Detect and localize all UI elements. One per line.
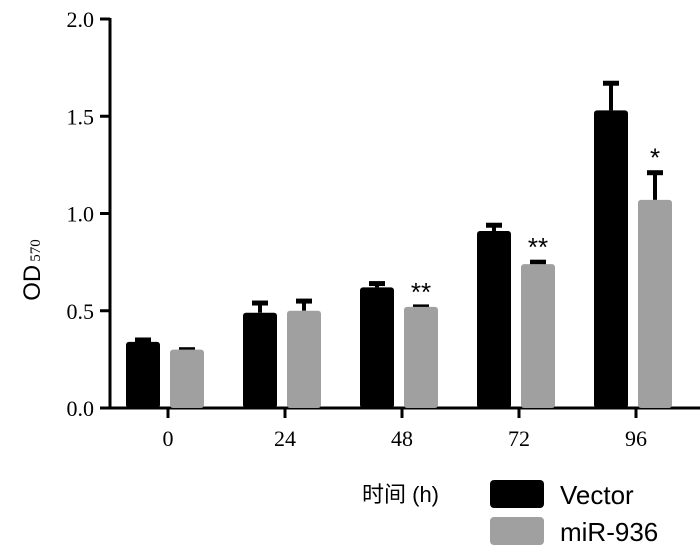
x-axis-label: 时间 (h)	[362, 482, 439, 507]
bar-mir-936-72	[521, 264, 555, 408]
x-tick-label: 72	[508, 426, 530, 451]
significance-marker: **	[528, 232, 548, 262]
x-tick-label: 0	[163, 426, 174, 451]
bar-vector-24	[243, 312, 277, 408]
legend: Vector miR-936	[490, 480, 658, 545]
y-tick-label: 0.5	[67, 299, 95, 324]
y-tick-label: 1.0	[67, 202, 95, 227]
bar-vector-72	[477, 231, 511, 408]
x-tick-label: 96	[625, 426, 647, 451]
y-tick-label: 2.0	[67, 7, 95, 32]
bar-mir-936-24	[287, 310, 321, 408]
bar-mir-936-0	[170, 349, 204, 408]
x-tick-label: 48	[391, 426, 413, 451]
significance-marker: *	[650, 143, 660, 173]
legend-swatch	[490, 517, 544, 545]
x-tick-label: 24	[274, 426, 296, 451]
legend-label: miR-936	[560, 517, 658, 545]
bar-mir-936-96	[638, 199, 672, 408]
y-tick-label: 1.5	[67, 104, 95, 129]
y-axis-label: OD570	[19, 239, 46, 301]
y-tick-label: 0.0	[67, 396, 95, 421]
legend-label: Vector	[560, 480, 634, 510]
legend-swatch	[490, 480, 544, 508]
bar-mir-936-48	[404, 306, 438, 408]
bar-vector-48	[360, 287, 394, 408]
bar-vector-96	[594, 110, 628, 408]
bar-vector-0	[126, 341, 160, 408]
significance-marker: **	[411, 277, 431, 307]
y-axis-label-subscript: 570	[28, 239, 44, 262]
